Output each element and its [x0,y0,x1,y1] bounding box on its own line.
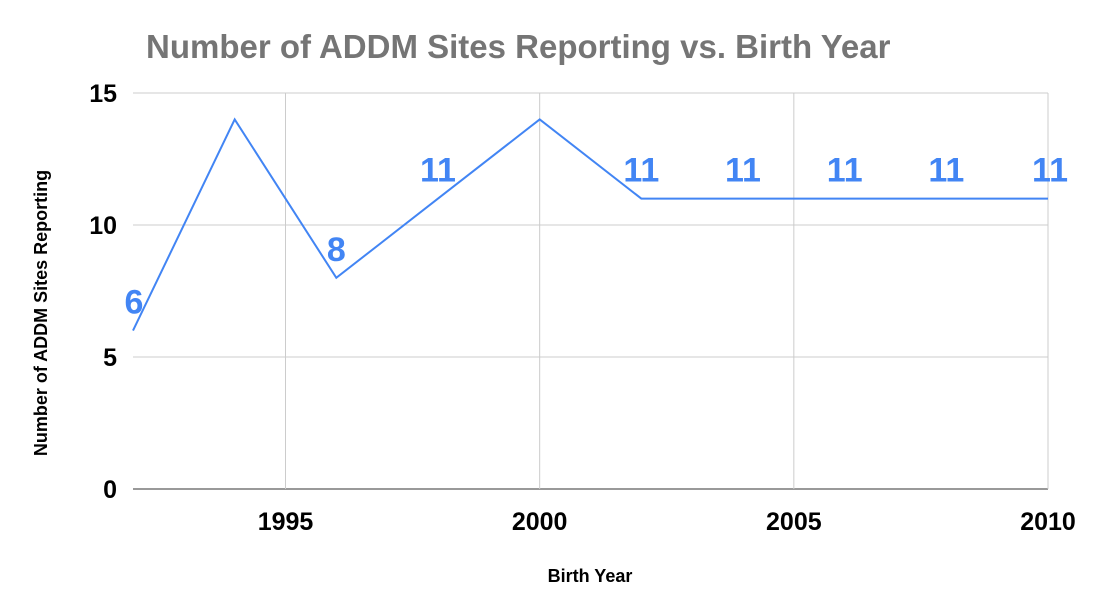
y-axis-label: Number of ADDM Sites Reporting [31,170,51,456]
y-tick-label: 0 [103,476,117,504]
x-axis-ticks: 1995 2000 2005 2010 [258,508,1076,536]
data-label: 11 [1032,152,1068,190]
y-tick-label: 10 [89,212,117,240]
x-tick-label: 2010 [1020,508,1076,536]
data-label: 11 [420,152,456,190]
data-label: 11 [827,152,863,190]
x-axis-label: Birth Year [548,566,633,586]
chart-title: Number of ADDM Sites Reporting vs. Birth… [146,28,891,65]
data-label: 11 [928,152,964,190]
data-labels: 6 8 11 11 11 11 11 11 [125,152,1068,322]
series-line [132,117,1048,332]
y-axis-ticks: 0 5 10 15 [89,80,117,504]
data-label: 8 [327,231,346,269]
y-tick-label: 5 [103,344,117,372]
x-tick-label: 2000 [512,508,568,536]
y-tick-label: 15 [89,80,117,108]
x-tick-label: 1995 [258,508,314,536]
series-layer [132,117,1048,332]
gridlines [133,92,1049,490]
x-tick-label: 2005 [766,508,822,536]
data-label: 6 [125,284,144,322]
data-label: 11 [623,152,659,190]
data-label: 11 [725,152,761,190]
